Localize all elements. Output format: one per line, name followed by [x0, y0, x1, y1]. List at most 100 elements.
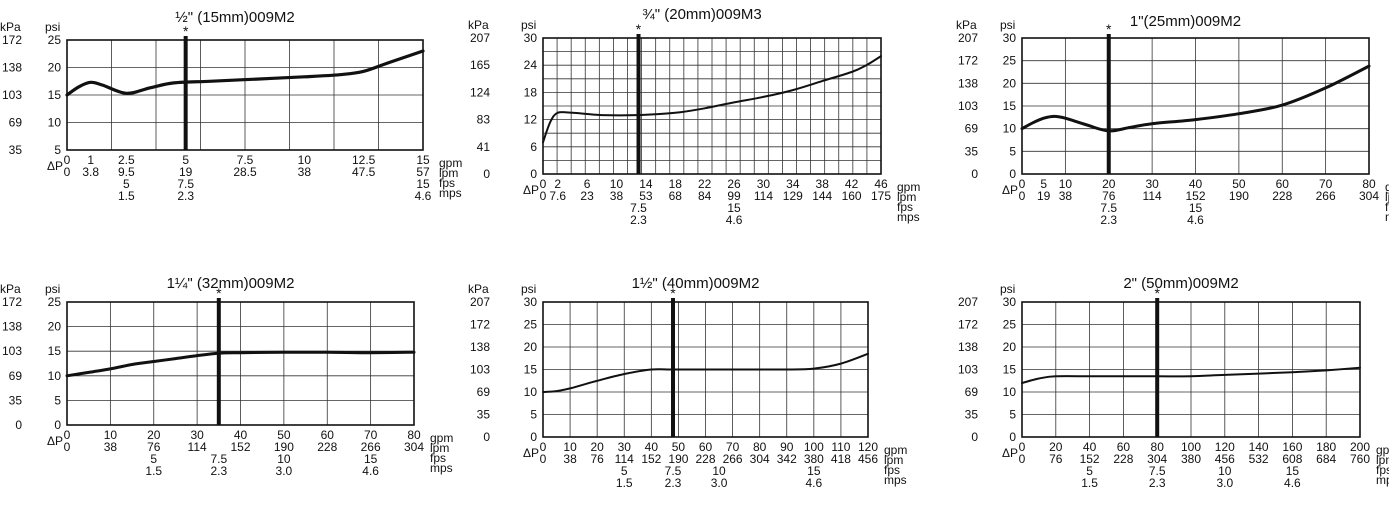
- x-tick-gpm: 180: [1316, 440, 1336, 454]
- x-tick-gpm: 100: [804, 440, 824, 454]
- x-tick-lpm: 19: [1037, 189, 1051, 203]
- chart-title: 1½" (40mm)009M2: [632, 275, 760, 292]
- marker-star: *: [216, 285, 222, 301]
- x-tick-lpm: 608: [1282, 452, 1302, 466]
- delta-p-label: ΔP: [47, 159, 63, 173]
- y-tick-psi: 25: [1003, 318, 1017, 332]
- plot-frame: [1021, 301, 1361, 438]
- x-tick-lpm: 3.8: [82, 165, 99, 179]
- x-unit-gpm: gpm: [1385, 180, 1389, 194]
- x-unit-fps: fps: [897, 200, 913, 214]
- x-unit-gpm: gpm: [430, 431, 453, 445]
- x-tick-gpm: 42: [845, 177, 859, 191]
- x-tick-gpm: 26: [727, 177, 741, 191]
- x-tick-lpm: 684: [1316, 452, 1336, 466]
- x-tick-mps: 2.3: [1149, 476, 1166, 490]
- x-tick-gpm: 0: [540, 440, 547, 454]
- y-tick-kpa: 124: [470, 85, 490, 99]
- x-unit-mps: mps: [430, 461, 453, 475]
- y-tick-kpa: 172: [958, 318, 978, 332]
- x-tick-lpm: 532: [1249, 452, 1269, 466]
- x-tick-mps: 3.0: [711, 476, 728, 490]
- y-tick-psi: 0: [530, 167, 537, 181]
- y-tick-kpa: 69: [9, 116, 23, 130]
- x-tick-lpm: 152: [230, 440, 250, 454]
- x-tick-fps: 7.5: [630, 201, 647, 215]
- y-tick-psi: 5: [530, 408, 537, 422]
- x-unit-mps: mps: [439, 186, 462, 200]
- x-tick-lpm: 28.5: [233, 165, 257, 179]
- delta-p-label: ΔP: [1002, 183, 1018, 197]
- y-tick-psi: 0: [54, 418, 61, 432]
- y-tick-kpa: 0: [971, 167, 978, 181]
- x-tick-gpm: 2.5: [118, 153, 135, 167]
- x-tick-gpm: 30: [757, 177, 771, 191]
- x-tick-lpm: 0: [64, 440, 71, 454]
- x-tick-lpm: 38: [104, 440, 118, 454]
- x-tick-lpm: 76: [1102, 189, 1116, 203]
- y-tick-kpa: 103: [958, 99, 978, 113]
- chart-title: ½" (15mm)009M2: [175, 9, 295, 26]
- x-tick-gpm: 1: [87, 153, 94, 167]
- y-tick-psi: 30: [1003, 31, 1017, 45]
- x-tick-fps: 15: [1189, 201, 1203, 215]
- x-unit-fps: fps: [1385, 200, 1389, 214]
- x-tick-gpm: 30: [618, 440, 632, 454]
- x-unit-mps: mps: [1385, 210, 1389, 224]
- x-unit-mps: mps: [1376, 473, 1389, 487]
- x-tick-lpm: 456: [1215, 452, 1235, 466]
- x-tick-gpm: 10: [610, 177, 624, 191]
- x-tick-gpm: 80: [407, 428, 421, 442]
- series-line: [65, 49, 425, 97]
- x-tick-lpm: 7.6: [549, 189, 566, 203]
- x-tick-fps: 7.5: [1100, 201, 1117, 215]
- x-tick-fps: 7.5: [1149, 464, 1166, 478]
- x-tick-mps: 2.3: [665, 476, 682, 490]
- x-tick-gpm: 15: [416, 153, 430, 167]
- x-tick-lpm: 114: [188, 440, 207, 454]
- x-tick-lpm: 190: [668, 452, 688, 466]
- x-tick-gpm: 38: [816, 177, 830, 191]
- x-tick-lpm: 0: [1019, 452, 1026, 466]
- series-line: [542, 352, 869, 393]
- x-tick-gpm: 22: [698, 177, 712, 191]
- x-tick-lpm: 0: [540, 452, 547, 466]
- x-tick-lpm: 114: [1143, 189, 1162, 203]
- x-tick-gpm: 110: [831, 440, 850, 454]
- y-tick-kpa: 172: [2, 295, 22, 309]
- x-unit-lpm: lpm: [1385, 190, 1389, 204]
- x-tick-gpm: 120: [858, 440, 878, 454]
- x-tick-mps: 3.0: [1216, 476, 1233, 490]
- x-tick-gpm: 60: [1117, 440, 1131, 454]
- y-tick-psi: 10: [1003, 122, 1017, 136]
- x-tick-lpm: 228: [695, 452, 715, 466]
- x-unit-fps: fps: [439, 176, 455, 190]
- x-tick-lpm: 129: [783, 189, 803, 203]
- y-unit-kpa: kPa: [468, 18, 489, 32]
- y-tick-kpa: 207: [958, 295, 978, 309]
- y-tick-psi: 0: [530, 430, 537, 444]
- x-tick-lpm: 68: [669, 189, 683, 203]
- y-tick-psi: 5: [1009, 144, 1016, 158]
- x-tick-gpm: 50: [277, 428, 291, 442]
- x-tick-gpm: 40: [234, 428, 248, 442]
- x-tick-lpm: 76: [590, 452, 604, 466]
- y-tick-psi: 20: [48, 61, 62, 75]
- x-tick-lpm: 23: [580, 189, 594, 203]
- x-tick-gpm: 0: [1019, 440, 1026, 454]
- x-unit-fps: fps: [1376, 463, 1389, 477]
- y-unit-psi: psi: [521, 18, 536, 32]
- x-tick-mps: 3.0: [276, 464, 293, 478]
- y-tick-kpa: 138: [958, 76, 978, 90]
- delta-p-label: ΔP: [523, 446, 539, 460]
- delta-p-label: ΔP: [523, 183, 539, 197]
- x-tick-lpm: 144: [812, 189, 832, 203]
- y-tick-psi: 10: [524, 385, 538, 399]
- x-tick-lpm: 304: [1359, 189, 1379, 203]
- delta-p-label: ΔP: [1002, 446, 1018, 460]
- chart-title: 2" (50mm)009M2: [1123, 275, 1238, 292]
- x-tick-mps: 2.3: [177, 189, 194, 203]
- y-tick-kpa: 103: [470, 363, 490, 377]
- x-tick-lpm: 380: [804, 452, 824, 466]
- x-unit-mps: mps: [897, 210, 920, 224]
